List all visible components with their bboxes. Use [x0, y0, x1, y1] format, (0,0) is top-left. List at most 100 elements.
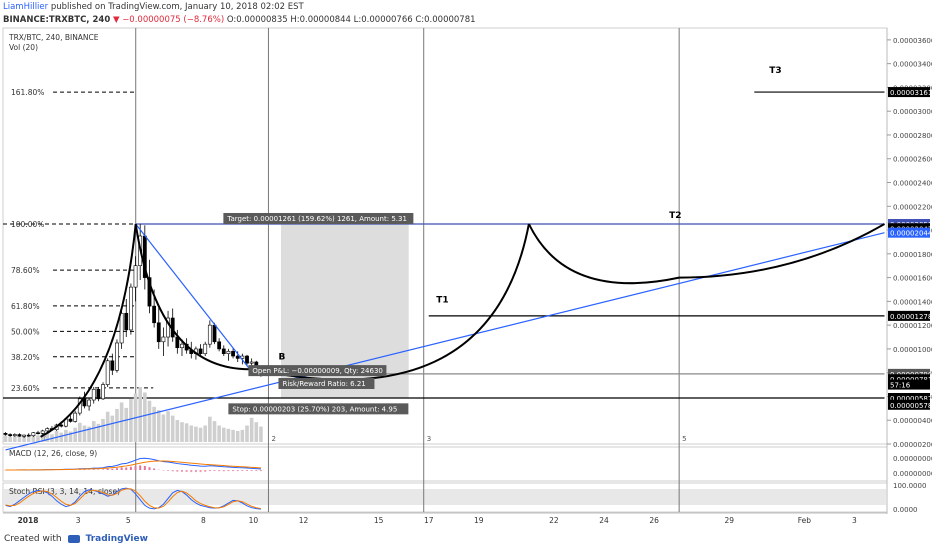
candle-body — [226, 350, 231, 354]
time-tick-label: 5 — [126, 516, 131, 525]
volume-bar — [78, 422, 82, 442]
author-link[interactable]: LiamHillier — [3, 2, 49, 12]
volume-bar — [235, 431, 240, 442]
vertical-line-label: 2 — [271, 435, 275, 443]
price-tick-label: 0.00003600 — [893, 37, 932, 45]
time-tick-label: 2018 — [18, 516, 39, 525]
price-tick-label: 0.00000200 — [893, 441, 932, 449]
target-annotation: T2 — [669, 211, 681, 221]
price-badge: 57:16 — [890, 382, 911, 390]
macd-tick-label: 0.00000000 — [893, 470, 932, 478]
macd-histogram-bar — [232, 470, 235, 472]
candle-body — [22, 434, 26, 437]
volume-bar — [115, 409, 119, 442]
volume-bar — [156, 410, 161, 442]
candle-body — [207, 324, 212, 345]
macd-histogram-bar — [167, 470, 170, 471]
volume-bar — [68, 431, 73, 442]
volume-bar — [17, 437, 22, 442]
cup-curve — [134, 223, 254, 371]
candle-body — [68, 418, 73, 422]
time-tick-label: 10 — [249, 516, 259, 525]
volume-bar — [170, 415, 175, 442]
price-badge-bg — [888, 87, 930, 98]
macd-histogram-bar — [194, 470, 197, 473]
macd-histogram-bar — [218, 470, 221, 472]
price-pane — [2, 27, 888, 445]
price-tick-label: 0.00002800 — [893, 132, 932, 140]
price-badge-bg — [888, 227, 930, 238]
volume-bar — [189, 425, 194, 442]
candle-body — [119, 312, 124, 344]
candle-body — [82, 398, 87, 407]
ticker-label: BINANCE:TRXBTC, 240 — [3, 15, 111, 25]
candle-body — [124, 312, 129, 331]
candle-body — [87, 399, 92, 407]
macd-histogram-bar — [208, 470, 211, 472]
macd-histogram-bar — [162, 470, 165, 471]
time-tick-label: 26 — [649, 516, 659, 525]
target-annotation: B — [278, 353, 285, 363]
stoch-d-line — [5, 488, 262, 510]
stop-label: Stop: 0.00000203 (25.70%) 203, Amount: 4… — [232, 405, 397, 413]
price-tick-label: 0.00000400 — [893, 417, 932, 425]
candle-body — [115, 342, 119, 371]
volume-bar — [54, 431, 59, 442]
candle-body — [203, 343, 208, 354]
candle-body — [152, 305, 157, 324]
stoch-tick-label: 0.0000 — [893, 506, 918, 514]
macd-histogram-bar — [227, 470, 230, 472]
time-tick-label: 22 — [549, 516, 559, 525]
volume-bar — [194, 426, 198, 442]
volume-bar — [73, 427, 77, 442]
candle-body — [3, 433, 8, 435]
macd-histogram-bar — [148, 467, 151, 470]
candle-body — [40, 430, 45, 434]
price-tick-label: 0.00003000 — [893, 108, 932, 116]
candle-body — [235, 355, 240, 359]
volume-bar — [31, 434, 36, 442]
macd-histogram-bar — [125, 467, 128, 470]
volume-label: Vol (20) — [9, 43, 38, 52]
macd-histogram-bar — [246, 470, 249, 471]
macd-histogram-bar — [180, 470, 183, 472]
down-triangle-icon: ▼ — [112, 15, 120, 25]
fib-level-label: 78.60% — [11, 266, 40, 275]
volume-bar — [259, 426, 263, 442]
stoch-tick-label: 100.0000 — [893, 482, 926, 490]
macd-signal-line — [5, 460, 261, 471]
created-with-text: Created with — [4, 534, 62, 544]
macd-histogram-bar — [236, 470, 239, 472]
cup-curve — [527, 223, 885, 285]
macd-histogram-bar — [139, 465, 142, 470]
macd-histogram-bar — [106, 468, 109, 470]
candle-body — [221, 348, 226, 354]
volume-bar — [180, 422, 184, 442]
price-tick-label: 0.00001400 — [893, 298, 932, 306]
volume-bar — [198, 427, 203, 442]
candle-body — [73, 412, 78, 422]
macd-histogram-bar — [102, 469, 105, 470]
volume-bar — [59, 432, 64, 442]
volume-bar — [96, 423, 101, 442]
candle-body — [36, 432, 40, 435]
fib-level-label: 38.20% — [11, 353, 40, 362]
price-badge-bg — [888, 374, 930, 385]
price-tick-label: 0.00002200 — [893, 203, 932, 211]
macd-histogram-bar — [176, 470, 179, 472]
volume-bar — [217, 425, 221, 442]
time-tick-label: 17 — [424, 516, 434, 525]
tradingview-brand[interactable]: TradingView — [85, 534, 148, 544]
candle-body — [245, 355, 249, 364]
volume-bar — [119, 402, 124, 442]
macd-histogram-bar — [134, 466, 137, 470]
price-badge-bg — [888, 393, 930, 404]
target-annotation: T3 — [769, 66, 781, 76]
volume-bar — [147, 400, 152, 442]
price-badge-bg — [888, 399, 930, 410]
candle-body — [175, 336, 180, 349]
price-tick-label: 0.00002400 — [893, 180, 932, 188]
macd-histogram-bar — [111, 468, 114, 470]
volume-bar — [231, 429, 235, 442]
